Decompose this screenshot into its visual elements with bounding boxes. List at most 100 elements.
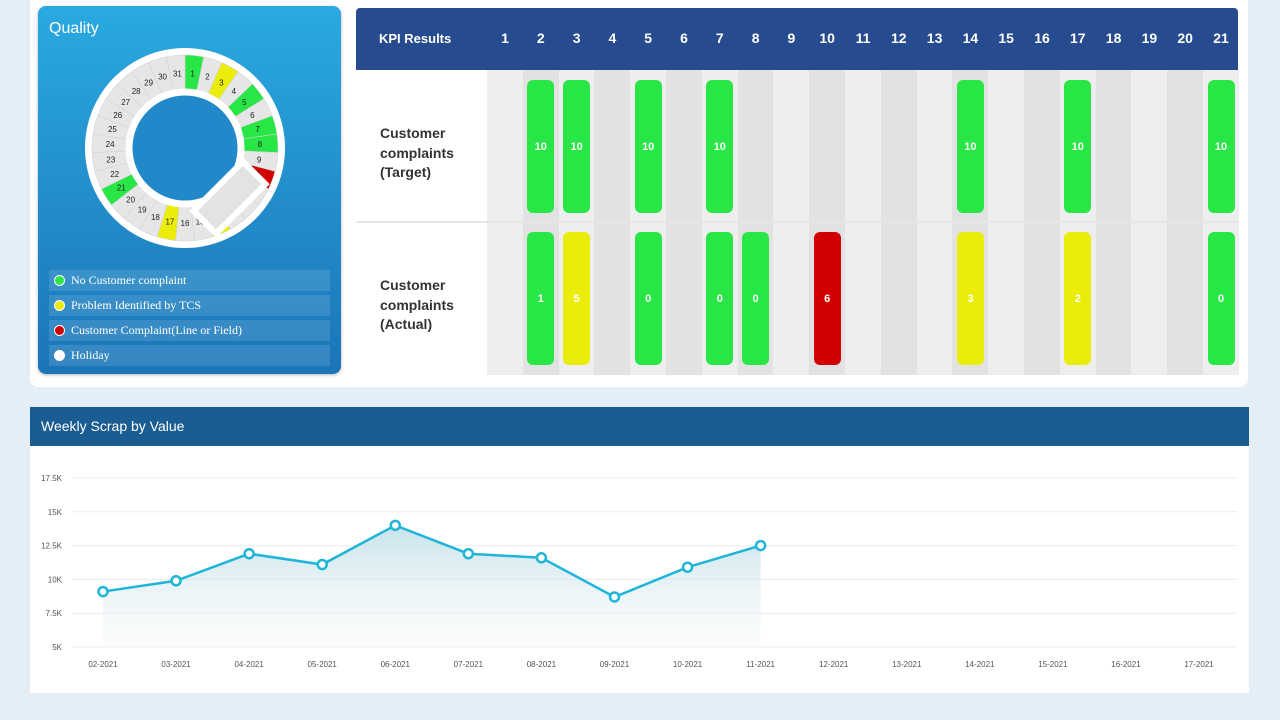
x-tick-label: 07-2021 — [454, 660, 484, 669]
y-tick-label: 17.5K — [41, 474, 63, 483]
y-tick-label: 10K — [48, 575, 63, 584]
series-line — [102, 523, 761, 599]
day-label: 17 — [165, 217, 174, 226]
data-point[interactable] — [754, 539, 767, 552]
x-tick-label: 05-2021 — [308, 660, 338, 669]
legend-item: Problem Identified by TCS — [49, 295, 330, 316]
kpi-cell[interactable]: 1 — [527, 232, 555, 365]
kpi-cell[interactable]: 0 — [634, 232, 662, 365]
day-label: 19 — [138, 206, 147, 215]
day-label: 21 — [117, 184, 126, 193]
kpi-header: KPI Results 1 2 3 4 5 6 7 8 9 10 11 12 13 14 15 16 17 18 1… — [356, 8, 1238, 70]
column-header-2: 2 — [536, 30, 545, 46]
kpi-cell[interactable]: 3 — [956, 232, 984, 365]
column-header-14: 14 — [962, 30, 979, 46]
column-header-5: 5 — [644, 30, 653, 46]
day-label: 29 — [144, 78, 153, 87]
data-point[interactable] — [608, 591, 621, 603]
x-tick-label: 09-2021 — [600, 660, 630, 669]
day-label: 30 — [158, 72, 167, 81]
column-header-4: 4 — [608, 30, 617, 46]
column-header-10: 10 — [819, 30, 835, 46]
quality-panel: Quality 12345678910111213141516171819202… — [38, 6, 341, 374]
column-header-7: 7 — [715, 30, 724, 46]
x-tick-label: 06-2021 — [381, 660, 411, 669]
day-label: 22 — [110, 170, 119, 179]
column-header-3: 3 — [572, 30, 581, 46]
legend-label: Problem Identified by TCS — [71, 298, 202, 312]
day-label: 27 — [121, 98, 130, 107]
column-header-19: 19 — [1141, 30, 1158, 46]
kpi-cell[interactable]: 10 — [956, 80, 984, 213]
column-header-13: 13 — [926, 30, 943, 46]
day-label: 23 — [106, 155, 115, 164]
x-tick-label: 13-2021 — [892, 660, 922, 669]
data-point[interactable] — [535, 552, 548, 564]
data-point[interactable] — [97, 585, 109, 598]
data-point[interactable] — [681, 561, 694, 573]
x-tick-label: 12-2021 — [819, 660, 849, 669]
x-tick-label: 15-2021 — [1038, 660, 1068, 669]
row-label: Customer complaints (Actual) — [380, 277, 454, 332]
y-tick-label: 7.5K — [46, 609, 63, 618]
legend-dot-icon — [54, 350, 65, 361]
quality-dial: 1234567891011121314151617181920212223242… — [85, 48, 285, 248]
day-label: 18 — [151, 213, 160, 222]
legend-dot-icon — [54, 325, 65, 336]
legend-label: Customer Complaint(Line or Field) — [71, 323, 242, 337]
data-point[interactable] — [243, 547, 255, 560]
scrap-chart: 5K 7.5K 10K 12.5K 15K 17.5K 02-2021 03-2021 04-2… — [41, 474, 1237, 669]
kpi-cell[interactable]: 5 — [563, 232, 591, 365]
dial-center — [125, 88, 245, 208]
column-header-21: 21 — [1213, 30, 1229, 46]
x-tick-label: 03-2021 — [161, 660, 191, 669]
kpi-cell[interactable]: 10 — [563, 80, 591, 213]
day-label: 7 — [255, 125, 260, 134]
kpi-cell[interactable]: 6 — [813, 232, 841, 365]
day-label: 1 — [190, 69, 195, 78]
day-label: 28 — [132, 87, 141, 96]
quality-title: Quality — [49, 20, 99, 37]
legend-label: Holiday — [71, 348, 110, 362]
legend-item: No Customer complaint — [49, 270, 330, 291]
column-header-20: 20 — [1177, 30, 1193, 46]
column-header-12: 12 — [891, 30, 907, 46]
kpi-cell[interactable]: 10 — [634, 80, 662, 213]
data-point[interactable] — [389, 519, 402, 532]
kpi-cell[interactable]: 0 — [706, 232, 734, 365]
chart-title: Weekly Scrap by Value — [30, 407, 1249, 446]
kpi-cell[interactable]: 10 — [1064, 80, 1092, 213]
data-point[interactable] — [462, 547, 475, 560]
legend-item: Customer Complaint(Line or Field) — [49, 320, 330, 341]
day-label: 20 — [126, 196, 135, 205]
day-label: 24 — [106, 140, 115, 149]
kpi-cell[interactable]: 2 — [1064, 232, 1092, 365]
y-tick-label: 5K — [52, 643, 62, 652]
kpi-cell[interactable]: 10 — [1207, 80, 1235, 213]
x-tick-label: 11-2021 — [746, 660, 775, 669]
x-tick-label: 08-2021 — [527, 660, 557, 669]
data-point[interactable] — [170, 575, 182, 587]
data-point[interactable] — [316, 558, 328, 571]
column-header-18: 18 — [1105, 30, 1122, 46]
kpi-cell[interactable]: 10 — [527, 80, 555, 213]
kpi-cell[interactable]: 0 — [1207, 232, 1235, 365]
x-tick-label: 16-2021 — [1111, 660, 1141, 669]
y-tick-label: 12.5K — [41, 542, 63, 551]
day-label: 2 — [205, 72, 210, 81]
kpi-table: KPI Results 1 2 3 4 5 6 7 8 9 10 11 12 13 14 15 16 17 18 1… — [356, 8, 1239, 375]
kpi-cell[interactable]: 0 — [742, 232, 770, 365]
day-label: 3 — [219, 78, 224, 87]
day-label: 26 — [113, 111, 122, 120]
row-divider — [356, 221, 1238, 223]
day-label: 25 — [108, 125, 117, 134]
legend-dot-icon — [54, 275, 65, 286]
scrap-chart-card: Weekly Scrap by Value 5K 7.5K 10K 12.5K 15K 1… — [30, 407, 1249, 693]
legend-item: Holiday — [49, 345, 330, 366]
day-label: 6 — [250, 111, 255, 120]
y-tick-label: 15K — [48, 508, 63, 517]
column-header-15: 15 — [998, 30, 1014, 46]
x-tick-label: 17-2021 — [1184, 660, 1214, 669]
kpi-title: KPI Results — [379, 31, 452, 46]
kpi-cell[interactable]: 10 — [706, 80, 734, 213]
